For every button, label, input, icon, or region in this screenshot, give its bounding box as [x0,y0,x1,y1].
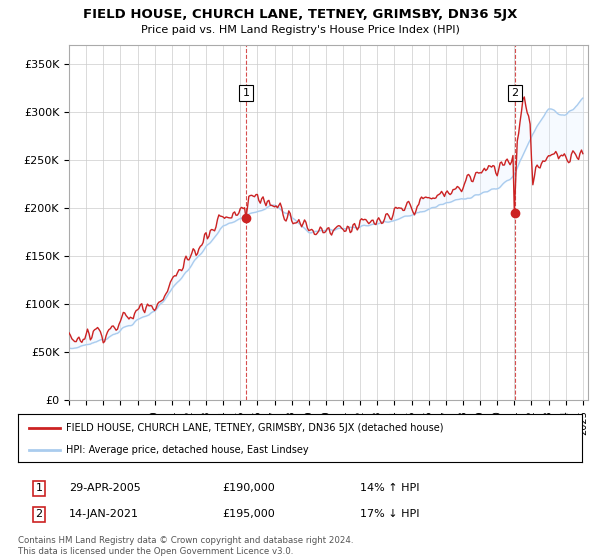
Text: 14% ↑ HPI: 14% ↑ HPI [360,483,419,493]
Text: FIELD HOUSE, CHURCH LANE, TETNEY, GRIMSBY, DN36 5JX (detached house): FIELD HOUSE, CHURCH LANE, TETNEY, GRIMSB… [66,423,443,433]
Text: 17% ↓ HPI: 17% ↓ HPI [360,509,419,519]
Text: 1: 1 [242,88,250,98]
Text: £190,000: £190,000 [222,483,275,493]
Text: 2: 2 [35,509,43,519]
Text: Contains HM Land Registry data © Crown copyright and database right 2024.
This d: Contains HM Land Registry data © Crown c… [18,536,353,556]
Text: 2: 2 [511,88,518,98]
Text: 29-APR-2005: 29-APR-2005 [69,483,141,493]
Text: FIELD HOUSE, CHURCH LANE, TETNEY, GRIMSBY, DN36 5JX: FIELD HOUSE, CHURCH LANE, TETNEY, GRIMSB… [83,8,517,21]
Text: Price paid vs. HM Land Registry's House Price Index (HPI): Price paid vs. HM Land Registry's House … [140,25,460,35]
Text: £195,000: £195,000 [222,509,275,519]
Text: 14-JAN-2021: 14-JAN-2021 [69,509,139,519]
Text: 1: 1 [35,483,43,493]
Text: HPI: Average price, detached house, East Lindsey: HPI: Average price, detached house, East… [66,445,308,455]
